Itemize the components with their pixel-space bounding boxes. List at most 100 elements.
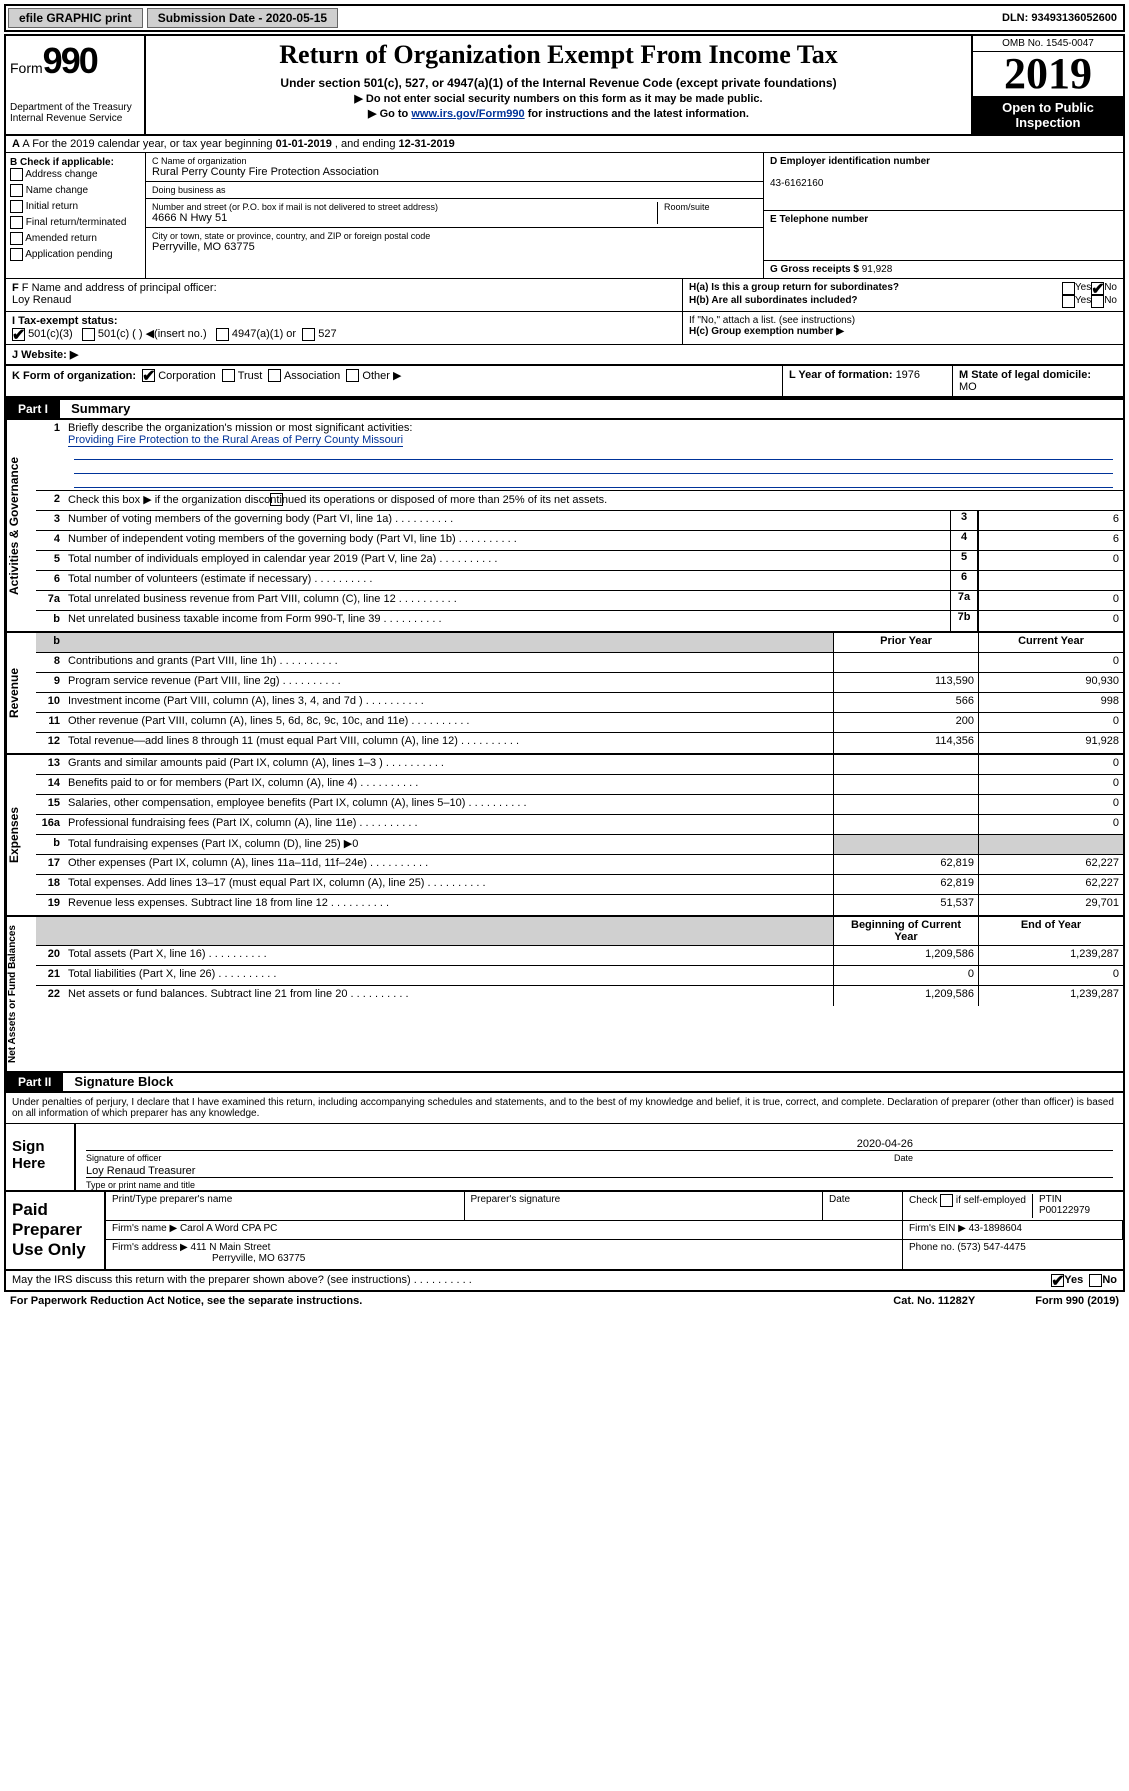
q2-checkbox[interactable] xyxy=(270,493,283,506)
table-row: 21Total liabilities (Part X, line 26)00 xyxy=(36,966,1123,986)
table-row: 13Grants and similar amounts paid (Part … xyxy=(36,755,1123,775)
table-row: 10Investment income (Part VIII, column (… xyxy=(36,693,1123,713)
4947-checkbox[interactable] xyxy=(216,328,229,341)
table-row: 22Net assets or fund balances. Subtract … xyxy=(36,986,1123,1006)
phone-row: E Telephone number xyxy=(764,211,1123,261)
final-return-checkbox[interactable] xyxy=(10,216,23,229)
preparer-date-hdr: Date xyxy=(823,1192,903,1222)
signature-block: Under penalties of perjury, I declare th… xyxy=(4,1093,1125,1192)
city-row: City or town, state or province, country… xyxy=(146,228,763,256)
tax-year: 2019 xyxy=(973,52,1123,96)
paid-preparer-block: Paid Preparer Use Only Print/Type prepar… xyxy=(4,1192,1125,1271)
table-row: bTotal fundraising expenses (Part IX, co… xyxy=(36,835,1123,855)
ein-row: D Employer identification number 43-6162… xyxy=(764,153,1123,211)
amended-return-checkbox[interactable] xyxy=(10,232,23,245)
governance-side-tab: Activities & Governance xyxy=(6,420,36,631)
hb-no-checkbox[interactable] xyxy=(1091,295,1104,308)
app-pending-checkbox[interactable] xyxy=(10,248,23,261)
part2-tab: Part II xyxy=(6,1073,63,1091)
table-row: 7aTotal unrelated business revenue from … xyxy=(36,591,1123,611)
address-row: Number and street (or P.O. box if mail i… xyxy=(146,199,763,228)
table-row: 16aProfessional fundraising fees (Part I… xyxy=(36,815,1123,835)
subtitle-1: Under section 501(c), 527, or 4947(a)(1)… xyxy=(156,76,961,90)
efile-print-button[interactable]: efile GRAPHIC print xyxy=(8,8,143,28)
table-row: 20Total assets (Part X, line 16)1,209,58… xyxy=(36,946,1123,966)
table-row: 4Number of independent voting members of… xyxy=(36,531,1123,551)
527-checkbox[interactable] xyxy=(302,328,315,341)
table-row: 12Total revenue—add lines 8 through 11 (… xyxy=(36,733,1123,753)
part2-title: Signature Block xyxy=(66,1074,173,1089)
table-row: 5Total number of individuals employed in… xyxy=(36,551,1123,571)
governance-table: Activities & Governance 1 Briefly descri… xyxy=(4,420,1125,633)
form-header: Form990 Department of the Treasury Inter… xyxy=(4,34,1125,136)
firm-addr-cell: Firm's address ▶ 411 N Main StreetPerryv… xyxy=(106,1240,903,1269)
dln-text: DLN: 93493136052600 xyxy=(1002,12,1123,24)
table-row: bNet unrelated business taxable income f… xyxy=(36,611,1123,631)
corp-checkbox[interactable] xyxy=(142,369,155,382)
sign-here-label: Sign Here xyxy=(6,1124,76,1190)
row-a-taxyear: A A For the 2019 calendar year, or tax y… xyxy=(4,136,1125,153)
submission-date-button[interactable]: Submission Date - 2020-05-15 xyxy=(147,8,338,28)
dba-row: Doing business as xyxy=(146,182,763,199)
subtitle-3: ▶ Go to www.irs.gov/Form990 for instruct… xyxy=(156,107,961,120)
revenue-table: Revenue bPrior YearCurrent Year 8Contrib… xyxy=(4,633,1125,755)
part1-tab: Part I xyxy=(6,400,60,418)
col-b-checkboxes: B Check if applicable: Address change Na… xyxy=(6,153,146,278)
self-employed-checkbox[interactable] xyxy=(940,1194,953,1207)
revenue-side-tab: Revenue xyxy=(6,633,36,753)
website-row: J Website: ▶ xyxy=(6,345,1123,364)
subtitle-2: ▶ Do not enter social security numbers o… xyxy=(156,92,961,105)
other-checkbox[interactable] xyxy=(346,369,359,382)
firm-ein-cell: Firm's EIN ▶ 43-1898604 xyxy=(903,1221,1123,1240)
netassets-table: Net Assets or Fund Balances Beginning of… xyxy=(4,917,1125,1073)
perjury-text: Under penalties of perjury, I declare th… xyxy=(6,1093,1123,1124)
paperwork-footer: For Paperwork Reduction Act Notice, see … xyxy=(4,1292,1125,1310)
table-row: 14Benefits paid to or for members (Part … xyxy=(36,775,1123,795)
netassets-side-tab: Net Assets or Fund Balances xyxy=(6,917,36,1071)
irs-link[interactable]: www.irs.gov/Form990 xyxy=(411,108,524,120)
expenses-side-tab: Expenses xyxy=(6,755,36,915)
501c3-checkbox[interactable] xyxy=(12,328,25,341)
table-row: 9Program service revenue (Part VIII, lin… xyxy=(36,673,1123,693)
part1-title: Summary xyxy=(63,401,130,416)
paid-preparer-label: Paid Preparer Use Only xyxy=(6,1192,106,1269)
discuss-footer: May the IRS discuss this return with the… xyxy=(4,1271,1125,1292)
form-number: Form990 xyxy=(10,40,140,82)
501c-checkbox[interactable] xyxy=(82,328,95,341)
discuss-no-checkbox[interactable] xyxy=(1089,1274,1102,1287)
state-domicile-row: M State of legal domicile:MO xyxy=(953,366,1123,396)
dept-label: Department of the Treasury Internal Reve… xyxy=(10,102,140,124)
name-change-checkbox[interactable] xyxy=(10,184,23,197)
table-row: 19Revenue less expenses. Subtract line 1… xyxy=(36,895,1123,915)
ha-no-checkbox[interactable] xyxy=(1091,282,1104,295)
tax-exempt-row: I Tax-exempt status: 501(c)(3) 501(c) ( … xyxy=(6,312,683,344)
preparer-ptin-cell: Check if self-employed PTINP00122979 xyxy=(903,1192,1123,1222)
firm-name-cell: Firm's name ▶ Carol A Word CPA PC xyxy=(106,1221,903,1240)
principal-officer-row: F F Name and address of principal office… xyxy=(6,279,683,311)
preparer-name-hdr: Print/Type preparer's name xyxy=(106,1192,465,1222)
initial-return-checkbox[interactable] xyxy=(10,200,23,213)
hb-yes-checkbox[interactable] xyxy=(1062,295,1075,308)
table-row: 6Total number of volunteers (estimate if… xyxy=(36,571,1123,591)
assoc-checkbox[interactable] xyxy=(268,369,281,382)
hc-note-row: If "No," attach a list. (see instruction… xyxy=(683,312,1123,344)
form-title: Return of Organization Exempt From Incom… xyxy=(156,40,961,70)
org-name-row: C Name of organization Rural Perry Count… xyxy=(146,153,763,182)
address-change-checkbox[interactable] xyxy=(10,168,23,181)
discuss-yes-checkbox[interactable] xyxy=(1051,1274,1064,1287)
expenses-table: Expenses 13Grants and similar amounts pa… xyxy=(4,755,1125,917)
top-toolbar: efile GRAPHIC print Submission Date - 20… xyxy=(4,4,1125,32)
ha-yes-checkbox[interactable] xyxy=(1062,282,1075,295)
table-row: 3Number of voting members of the governi… xyxy=(36,511,1123,531)
table-row: 15Salaries, other compensation, employee… xyxy=(36,795,1123,815)
table-row: 17Other expenses (Part IX, column (A), l… xyxy=(36,855,1123,875)
table-row: 8Contributions and grants (Part VIII, li… xyxy=(36,653,1123,673)
form-org-row: K Form of organization: Corporation Trus… xyxy=(6,366,783,396)
table-row: 11Other revenue (Part VIII, column (A), … xyxy=(36,713,1123,733)
trust-checkbox[interactable] xyxy=(222,369,235,382)
table-row: 18Total expenses. Add lines 13–17 (must … xyxy=(36,875,1123,895)
preparer-sig-hdr: Preparer's signature xyxy=(465,1192,824,1222)
group-return-row: H(a) Is this a group return for subordin… xyxy=(683,279,1123,311)
open-public-badge: Open to Public Inspection xyxy=(973,96,1123,134)
year-formation-row: L Year of formation: 1976 xyxy=(783,366,953,396)
